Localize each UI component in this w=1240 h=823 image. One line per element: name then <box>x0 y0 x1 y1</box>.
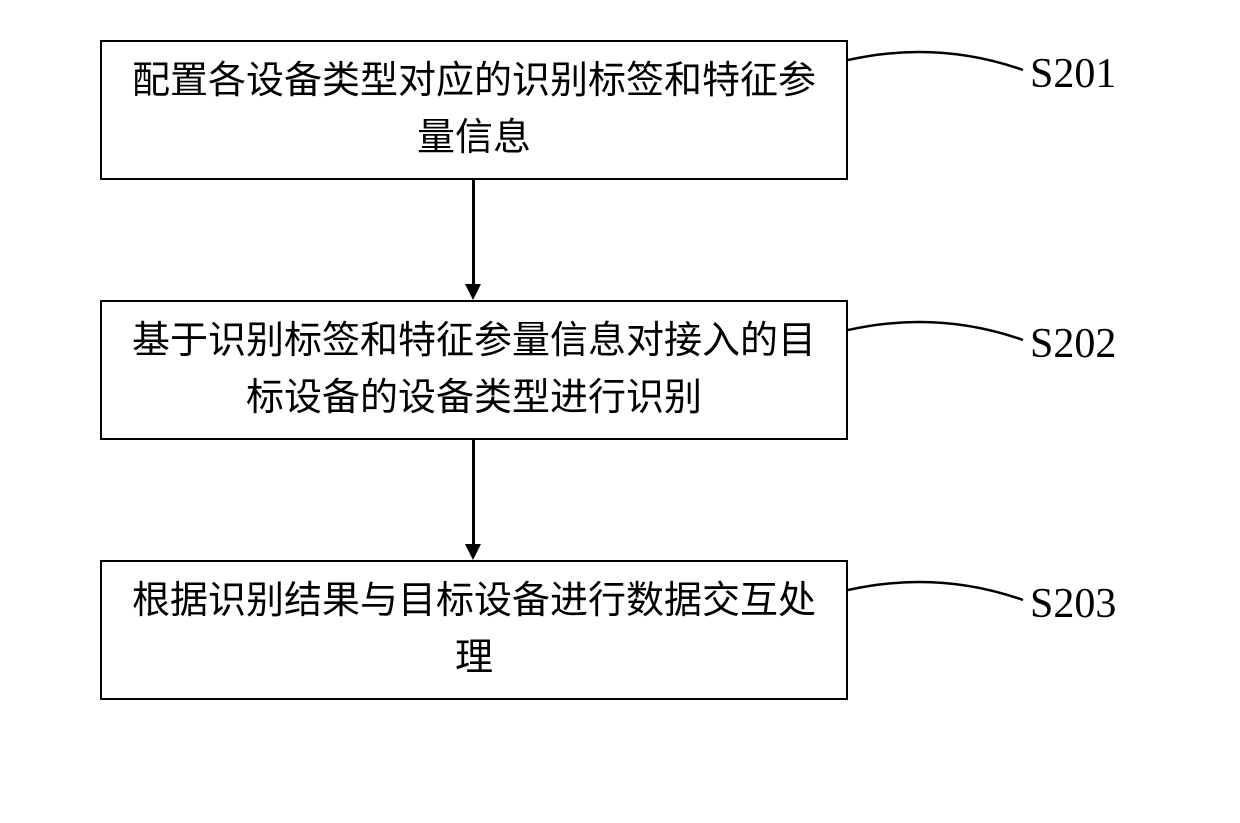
step-label-s202: S202 <box>1030 320 1116 368</box>
step-box-s202: 基于识别标签和特征参量信息对接入的目标设备的设备类型进行识别 <box>100 300 848 440</box>
step-text-s203: 根据识别结果与目标设备进行数据交互处理 <box>122 573 826 687</box>
step-text-s201: 配置各设备类型对应的识别标签和特征参量信息 <box>122 53 826 167</box>
arrow-head-s201-s202 <box>465 284 481 300</box>
flowchart-container: 配置各设备类型对应的识别标签和特征参量信息 S201 基于识别标签和特征参量信息… <box>50 20 1190 800</box>
connector-s201 <box>848 40 1028 100</box>
step-box-s203: 根据识别结果与目标设备进行数据交互处理 <box>100 560 848 700</box>
arrow-head-s202-s203 <box>465 544 481 560</box>
connector-s203 <box>848 565 1028 625</box>
step-label-s201: S201 <box>1030 50 1116 98</box>
step-text-s202: 基于识别标签和特征参量信息对接入的目标设备的设备类型进行识别 <box>122 313 826 427</box>
step-label-s203: S203 <box>1030 580 1116 628</box>
arrow-s201-s202 <box>472 180 475 286</box>
step-box-s201: 配置各设备类型对应的识别标签和特征参量信息 <box>100 40 848 180</box>
connector-s202 <box>848 305 1028 365</box>
arrow-s202-s203 <box>472 440 475 546</box>
